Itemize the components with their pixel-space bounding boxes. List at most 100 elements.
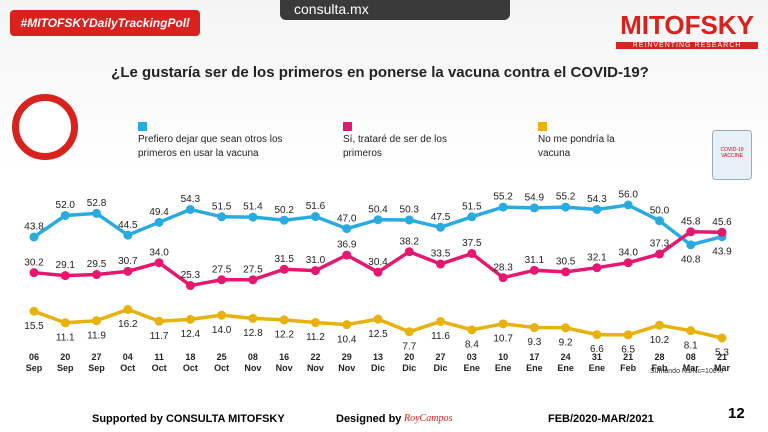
- x-tick-label: 27 Dic: [433, 352, 448, 373]
- legend-swatch: [538, 122, 547, 131]
- brand: MITOFSKY: [620, 10, 754, 40]
- value-label: 43.9: [712, 246, 732, 257]
- value-label: 54.3: [587, 194, 607, 205]
- value-label: 30.2: [24, 257, 44, 268]
- x-tick-label: 04 Oct: [120, 352, 136, 373]
- designed: Designed by: [336, 413, 402, 425]
- point: [467, 212, 477, 222]
- point: [498, 319, 508, 329]
- x-tick-label: 11 Oct: [151, 352, 167, 373]
- value-label: 55.2: [493, 192, 513, 203]
- point: [592, 204, 602, 214]
- x-tick-label: 08 Nov: [244, 352, 262, 373]
- value-label: 34.0: [618, 247, 638, 258]
- point: [217, 275, 227, 285]
- value-label: 11.7: [150, 331, 169, 342]
- x-tick-label: 29 Nov: [338, 352, 356, 373]
- point: [310, 212, 320, 222]
- point: [310, 318, 320, 328]
- point: [248, 212, 258, 222]
- value-label: 14.0: [212, 325, 232, 336]
- value-label: 52.0: [56, 200, 76, 211]
- point: [686, 227, 696, 237]
- point: [60, 318, 70, 328]
- point: [498, 273, 508, 283]
- value-label: 10.2: [650, 335, 670, 346]
- value-label: 47.5: [431, 212, 451, 223]
- point: [467, 325, 477, 335]
- supported: Supported by CONSULTA MITOFSKY: [92, 413, 285, 425]
- value-label: 16.2: [118, 319, 138, 330]
- point: [436, 316, 446, 326]
- point: [623, 330, 633, 340]
- point: [217, 212, 227, 222]
- point: [404, 327, 414, 337]
- value-label: 47.0: [337, 213, 357, 224]
- note: Sumando Ns/Nc=100%: [650, 368, 723, 375]
- value-label: 49.4: [149, 207, 169, 218]
- value-label: 33.5: [431, 249, 451, 260]
- value-label: 54.3: [181, 194, 201, 205]
- legend-swatch: [343, 122, 352, 131]
- value-label: 11.1: [56, 332, 75, 343]
- point: [529, 265, 539, 275]
- value-label: 45.6: [712, 217, 732, 228]
- value-label: 34.0: [149, 247, 169, 258]
- point: [279, 315, 289, 325]
- point: [279, 264, 289, 274]
- value-label: 11.9: [87, 330, 106, 341]
- point: [60, 210, 70, 220]
- point: [717, 333, 727, 343]
- x-tick-label: 13 Dic: [370, 352, 385, 373]
- point: [154, 316, 164, 326]
- value-label: 43.8: [24, 222, 44, 233]
- point: [342, 320, 352, 330]
- site: consulta.mx: [280, 0, 510, 20]
- hashtag: #MITOFSKYDailyTrackingPoll: [10, 10, 200, 36]
- point: [217, 310, 227, 320]
- point: [29, 306, 39, 316]
- value-label: 51.5: [462, 201, 482, 212]
- point: [592, 330, 602, 340]
- vial: COVID-19 VACCINE: [712, 130, 752, 180]
- value-label: 29.1: [56, 260, 76, 271]
- point: [279, 215, 289, 225]
- legend-label: Prefiero dejar que sean otros los primer…: [138, 134, 283, 159]
- value-label: 25.3: [181, 270, 201, 281]
- point: [92, 316, 102, 326]
- value-label: 40.8: [681, 255, 701, 266]
- point: [29, 268, 39, 278]
- point: [123, 304, 133, 314]
- legend-swatch: [138, 122, 147, 131]
- x-tick-label: 10 Ene: [494, 352, 512, 373]
- point: [592, 263, 602, 273]
- point: [154, 258, 164, 268]
- value-label: 7.7: [402, 341, 416, 352]
- value-label: 5.3: [715, 348, 729, 359]
- legend-label: Sí, trataré de ser de los primeros: [343, 134, 447, 159]
- designer: RoyCampos: [404, 413, 453, 424]
- x-tick-label: 27 Sep: [88, 352, 105, 373]
- value-label: 27.5: [212, 264, 232, 275]
- point: [373, 314, 383, 324]
- legend-label: No me pondría la vacuna: [538, 134, 615, 159]
- value-label: 51.6: [306, 201, 326, 212]
- value-label: 31.5: [274, 254, 294, 265]
- value-label: 6.5: [621, 344, 635, 355]
- x-tick-label: 21 Feb: [620, 352, 637, 373]
- value-label: 8.1: [684, 340, 698, 351]
- point: [436, 222, 446, 232]
- point: [29, 232, 39, 242]
- point: [686, 240, 696, 250]
- value-label: 36.9: [337, 240, 357, 251]
- value-label: 50.3: [400, 205, 420, 216]
- point: [248, 313, 258, 323]
- point: [529, 203, 539, 213]
- value-label: 50.4: [368, 204, 388, 215]
- value-label: 12.5: [368, 329, 388, 340]
- point: [654, 320, 664, 330]
- value-label: 31.0: [306, 255, 326, 266]
- value-label: 44.5: [118, 220, 138, 231]
- value-label: 31.1: [525, 255, 545, 266]
